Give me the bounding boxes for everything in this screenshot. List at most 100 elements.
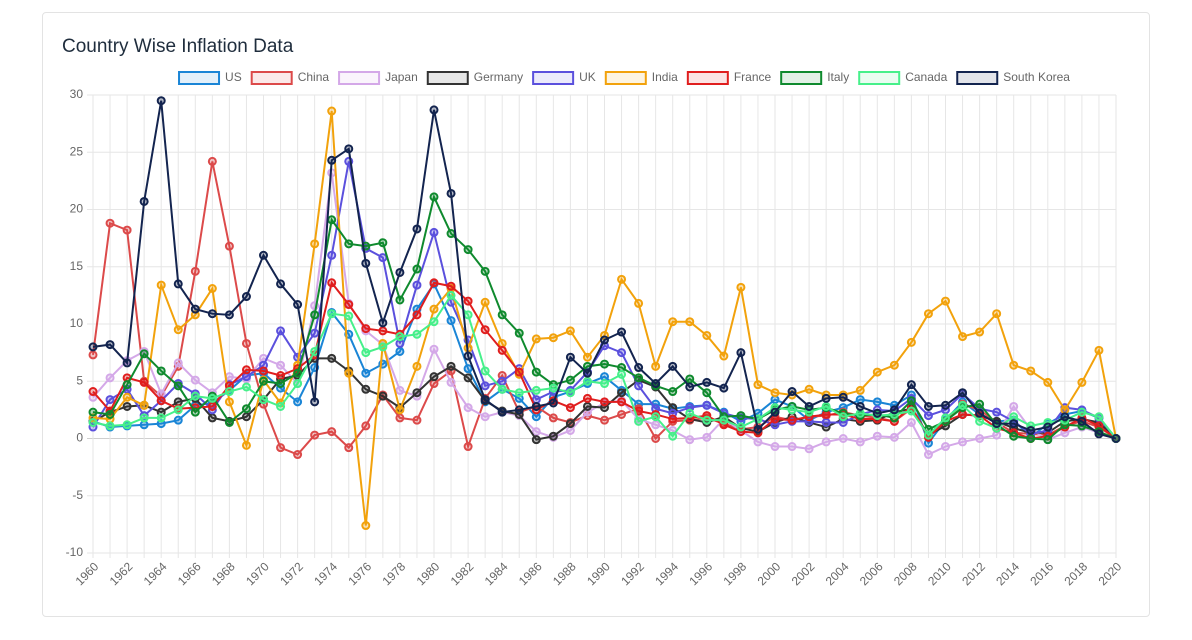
series	[88, 290, 1121, 443]
point	[173, 358, 183, 368]
legend-swatch	[858, 71, 901, 85]
point	[88, 407, 98, 417]
y-tick-label: 10	[70, 316, 84, 330]
point	[582, 401, 592, 411]
point	[497, 384, 507, 394]
point	[787, 387, 797, 397]
legend-label: France	[734, 70, 772, 84]
legend-swatch	[686, 71, 729, 85]
point	[1009, 401, 1019, 411]
point	[480, 297, 490, 307]
x-tick-label: 1982	[448, 559, 477, 588]
point	[480, 395, 490, 405]
chart-title: Country Wise Inflation Data	[62, 36, 294, 57]
point	[958, 332, 968, 342]
point	[617, 397, 627, 407]
point	[770, 442, 780, 452]
point	[514, 367, 524, 377]
point	[463, 245, 473, 255]
point	[531, 435, 541, 445]
line	[92, 161, 1117, 440]
point	[617, 388, 627, 398]
point	[975, 434, 985, 443]
point	[378, 342, 388, 352]
point	[1094, 412, 1104, 422]
point	[855, 385, 865, 395]
point	[139, 413, 149, 423]
point	[1077, 407, 1087, 417]
grid	[87, 94, 1117, 558]
x-tick-label: 2012	[959, 559, 988, 588]
point	[634, 298, 644, 308]
point	[412, 388, 422, 398]
point	[259, 395, 268, 405]
point	[582, 352, 592, 362]
point	[1009, 419, 1019, 429]
point	[787, 415, 797, 425]
point	[207, 413, 217, 423]
point	[941, 400, 950, 410]
point	[1026, 425, 1036, 435]
point	[1094, 345, 1104, 355]
point	[463, 351, 473, 361]
point	[975, 327, 985, 337]
point	[1111, 434, 1121, 443]
point	[207, 393, 217, 403]
point	[1009, 431, 1019, 441]
point	[941, 442, 950, 452]
point	[582, 368, 592, 378]
point	[651, 434, 661, 443]
point	[429, 344, 439, 354]
point	[736, 282, 746, 292]
point	[412, 224, 422, 234]
point	[600, 379, 609, 389]
point	[259, 376, 268, 386]
point	[923, 401, 933, 411]
legend-swatch	[532, 71, 575, 85]
point	[173, 325, 183, 335]
y-tick-label: -10	[66, 545, 84, 559]
legend-swatch	[604, 71, 647, 85]
point	[241, 440, 251, 450]
point	[531, 334, 541, 344]
point	[122, 225, 132, 235]
point	[446, 188, 456, 198]
point	[651, 412, 661, 422]
point	[889, 405, 899, 415]
point	[156, 366, 166, 376]
point	[600, 335, 609, 345]
point	[395, 413, 405, 423]
point	[548, 413, 558, 423]
point	[736, 422, 746, 432]
legend-label: Canada	[905, 70, 947, 84]
point	[463, 373, 473, 383]
point	[582, 393, 592, 403]
x-tick-label: 1968	[209, 559, 238, 588]
point	[821, 401, 831, 411]
x-tick-label: 1990	[584, 559, 613, 588]
point	[310, 397, 320, 407]
point	[736, 411, 746, 421]
x-tick-label: 1994	[652, 559, 681, 588]
point	[497, 407, 507, 417]
y-tick-label: 15	[70, 259, 84, 273]
point	[156, 413, 166, 423]
legend-label: India	[652, 70, 678, 84]
x-tick-label: 1970	[243, 559, 272, 588]
point	[412, 361, 422, 371]
point	[344, 300, 354, 310]
point	[412, 264, 422, 274]
point	[975, 399, 985, 409]
point	[259, 366, 268, 376]
point	[446, 377, 456, 387]
point	[668, 317, 678, 327]
point	[173, 381, 183, 391]
point	[276, 379, 286, 389]
point	[548, 431, 558, 441]
x-tick-label: 1980	[414, 559, 443, 588]
point	[634, 373, 644, 383]
point	[906, 396, 916, 406]
x-tick-label: 2018	[1061, 559, 1090, 588]
x-tick-label: 2014	[993, 559, 1022, 588]
point	[770, 388, 780, 398]
